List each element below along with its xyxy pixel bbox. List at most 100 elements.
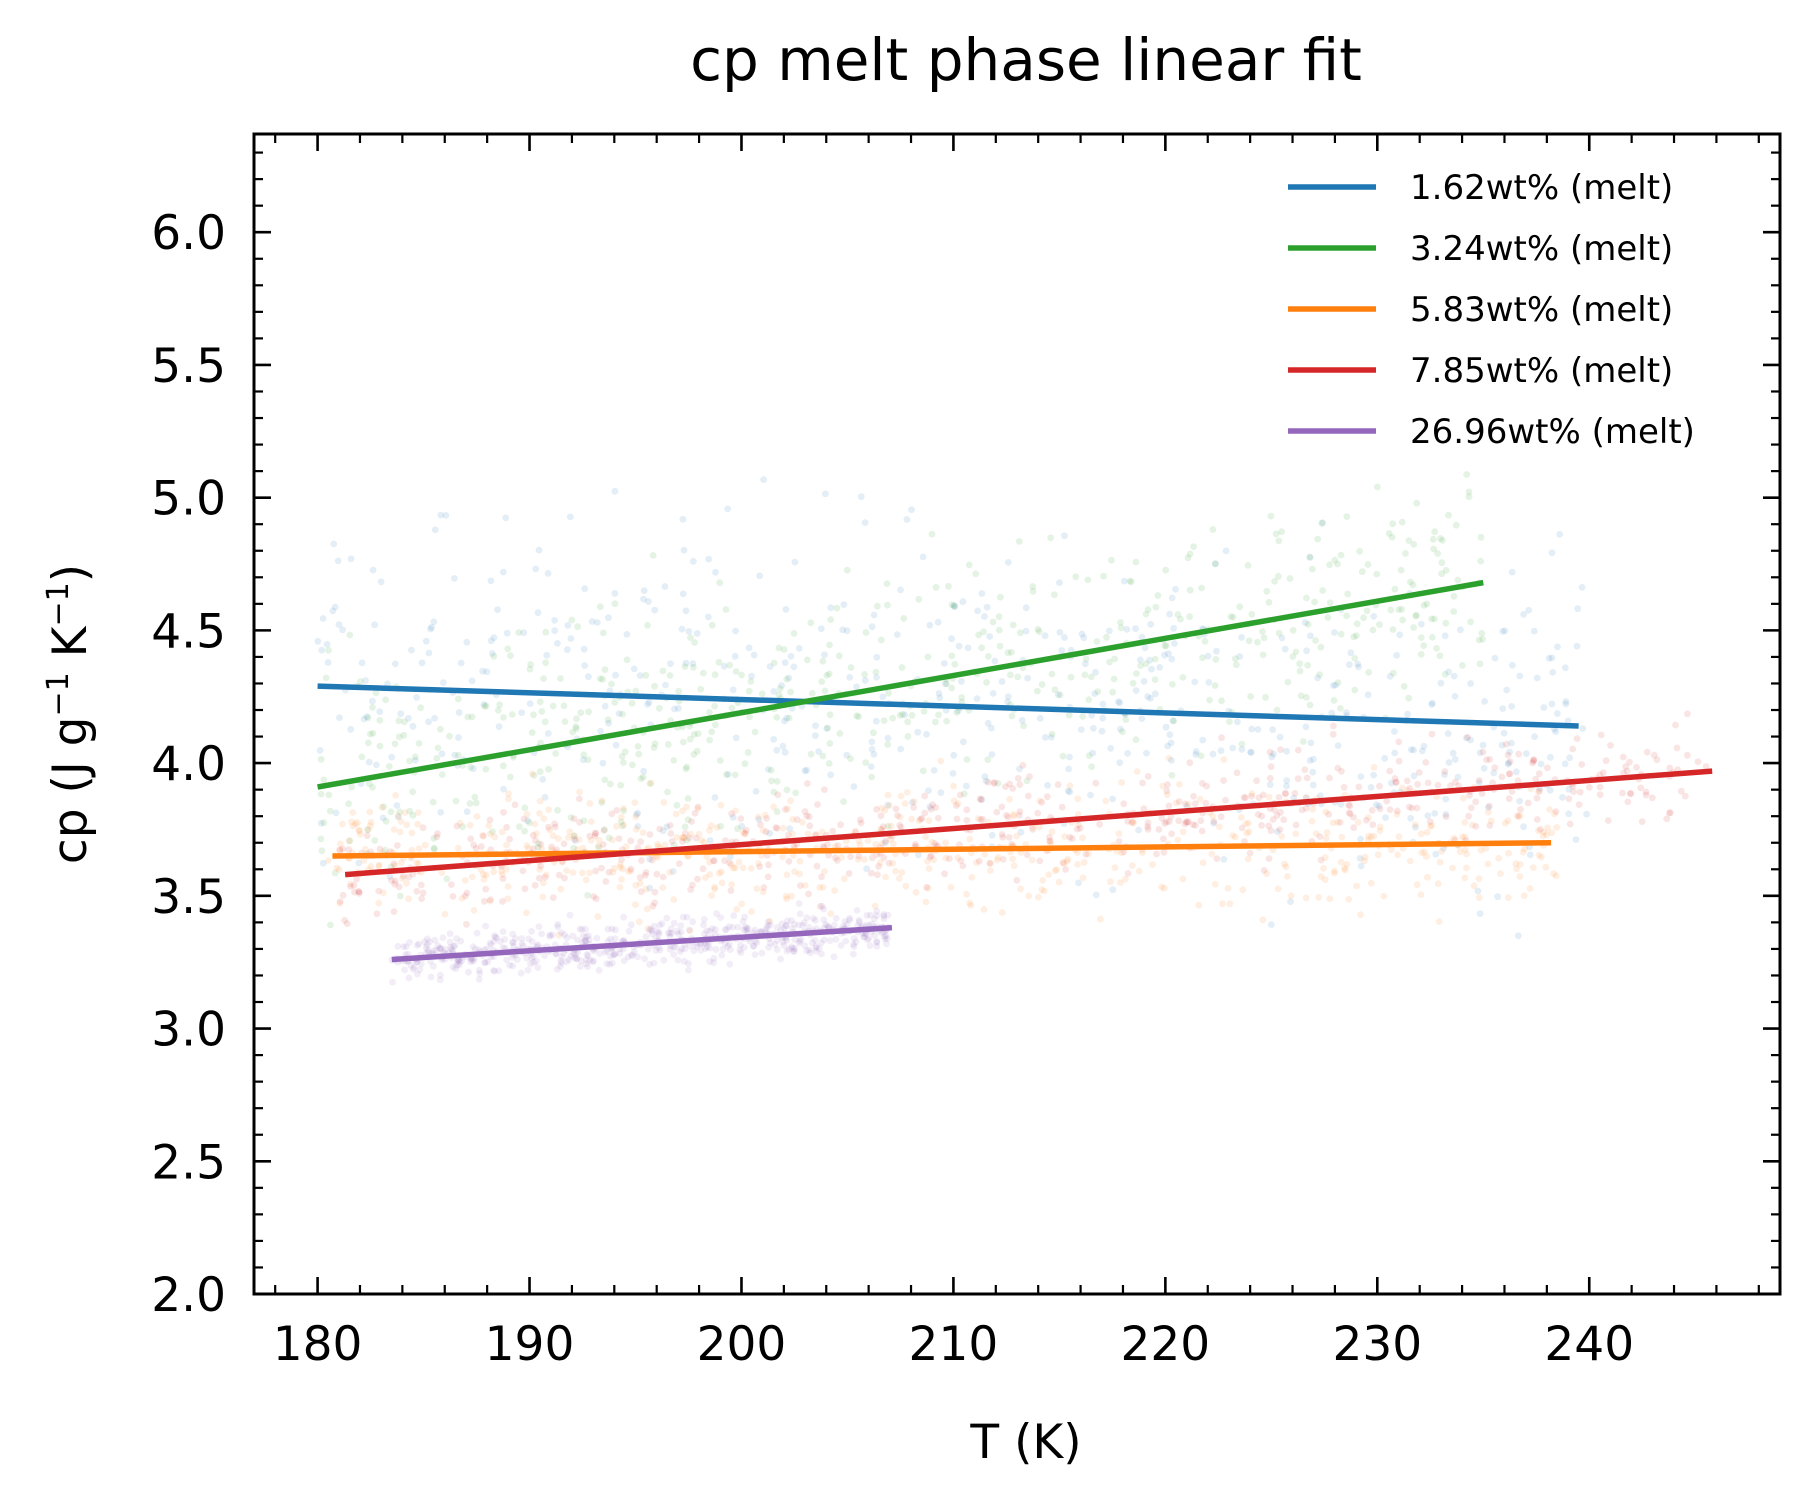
scatter-point: [773, 808, 781, 816]
scatter-point: [803, 766, 811, 774]
scatter-point: [449, 893, 457, 900]
scatter-point: [950, 751, 958, 759]
scatter-point: [1133, 670, 1140, 677]
scatter-point: [1607, 742, 1614, 749]
scatter-point: [1312, 830, 1320, 837]
scatter-point: [688, 818, 695, 825]
scatter-point: [670, 757, 678, 764]
scatter-point: [1020, 722, 1027, 730]
scatter-point: [366, 822, 374, 830]
scatter-point: [642, 671, 650, 679]
scatter-point: [800, 919, 808, 927]
x-tick-label: 180: [273, 1317, 363, 1372]
scatter-point: [524, 966, 532, 974]
scatter-point: [1323, 829, 1331, 836]
scatter-point: [620, 759, 627, 766]
scatter-point: [1395, 757, 1403, 765]
scatter-point: [1077, 726, 1085, 733]
scatter-point: [451, 751, 459, 759]
scatter-point: [401, 966, 408, 974]
scatter-point: [628, 700, 636, 707]
scatter-point: [470, 957, 477, 965]
scatter-point: [369, 697, 376, 705]
scatter-point: [1423, 829, 1431, 836]
scatter-point: [706, 927, 714, 935]
scatter-point: [1139, 779, 1146, 787]
scatter-point: [997, 593, 1004, 601]
scatter-point: [1038, 886, 1046, 894]
scatter-point: [818, 902, 826, 910]
scatter-point: [1357, 835, 1364, 843]
scatter-point: [983, 603, 991, 611]
scatter-point: [470, 841, 478, 849]
scatter-point: [1583, 810, 1590, 818]
scatter-point: [758, 690, 766, 698]
scatter-point: [693, 943, 700, 951]
scatter-point: [1154, 592, 1162, 599]
scatter-point: [1241, 838, 1248, 845]
scatter-point: [1056, 691, 1064, 699]
scatter-point: [1289, 653, 1297, 660]
scatter-point: [779, 853, 786, 861]
scatter-point: [883, 935, 891, 943]
scatter-point: [477, 843, 485, 850]
scatter-point: [757, 928, 765, 935]
scatter-point: [469, 943, 477, 951]
scatter-point: [405, 974, 413, 982]
scatter-point: [570, 832, 578, 840]
scatter-point: [1162, 566, 1170, 574]
scatter-point: [812, 947, 820, 955]
scatter-point: [527, 661, 534, 668]
scatter-point: [406, 757, 413, 765]
scatter-point: [1016, 808, 1024, 815]
scatter-point: [1098, 727, 1106, 735]
scatter-point: [783, 895, 791, 903]
scatter-point: [1281, 645, 1289, 653]
scatter-point: [1189, 821, 1197, 829]
scatter-point: [717, 868, 725, 876]
scatter-point: [923, 731, 930, 738]
scatter-point: [878, 804, 886, 812]
scatter-point: [659, 827, 667, 835]
scatter-point: [1212, 560, 1219, 568]
scatter-point: [395, 733, 403, 741]
scatter-point: [616, 950, 624, 957]
scatter-point: [427, 625, 434, 633]
scatter-point: [468, 677, 476, 685]
scatter-point: [948, 601, 956, 609]
scatter-point: [801, 808, 809, 815]
scatter-point: [1392, 779, 1400, 786]
scatter-point: [1343, 709, 1350, 716]
scatter-point: [1438, 848, 1445, 855]
scatter-point: [816, 884, 824, 891]
scatter-point: [1274, 572, 1282, 580]
scatter-point: [915, 595, 923, 603]
scatter-point: [523, 810, 531, 818]
scatter-point: [347, 880, 354, 888]
scatter-point: [1394, 851, 1401, 859]
scatter-point: [1529, 759, 1536, 767]
scatter-point: [1454, 773, 1462, 781]
scatter-point: [839, 626, 847, 634]
scatter-point: [942, 839, 949, 847]
scatter-point: [1334, 742, 1342, 749]
scatter-point: [1196, 795, 1204, 803]
scatter-point: [1232, 661, 1240, 669]
scatter-point: [1085, 696, 1093, 703]
scatter-point: [627, 837, 635, 845]
scatter-point: [1278, 634, 1286, 642]
scatter-point: [637, 838, 644, 846]
scatter-point: [451, 942, 459, 949]
scatter-point: [1637, 784, 1645, 792]
scatter-point: [417, 704, 424, 712]
scatter-point: [490, 634, 498, 642]
scatter-point: [592, 830, 599, 837]
scatter-point: [473, 813, 481, 820]
scatter-point: [1537, 853, 1545, 861]
scatter-point: [1191, 678, 1199, 686]
scatter-point: [564, 622, 572, 629]
scatter-point: [1395, 833, 1403, 841]
scatter-point: [1438, 570, 1446, 578]
scatter-point: [950, 602, 958, 609]
scatter-point: [1516, 873, 1524, 880]
